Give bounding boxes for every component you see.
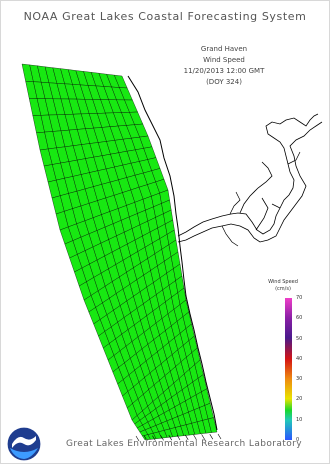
legend-color-bar	[285, 298, 292, 440]
legend-tick-label: 70	[296, 295, 303, 301]
shore-ticks	[135, 433, 222, 442]
shore-tick	[143, 435, 148, 441]
river-outline	[177, 113, 323, 243]
shore-tick	[193, 434, 197, 440]
shore-tick	[176, 434, 181, 441]
location-label: Grand Haven	[200, 45, 248, 53]
shore-tick	[184, 434, 189, 440]
shore-tick	[209, 434, 214, 440]
page-title: NOAA Great Lakes Coastal Forecasting Sys…	[23, 10, 307, 23]
legend-tick-label: 60	[296, 315, 303, 322]
model-grid	[21, 63, 218, 441]
legend-title: Wind Speed (cm/s)	[268, 279, 298, 292]
river-tributary	[221, 151, 301, 247]
noaa-logo-icon	[6, 426, 42, 462]
shore-tick	[217, 433, 222, 440]
forecast-info: Grand Haven Wind Speed 11/20/2013 12:00 …	[158, 44, 290, 88]
grid-cell	[207, 417, 218, 433]
shoreline	[127, 75, 218, 431]
day-of-year-label: (DOY 324)	[206, 78, 242, 86]
footer-credit: Great Lakes Environmental Research Labor…	[66, 439, 302, 449]
shore-tick	[160, 435, 164, 441]
shore-tick	[135, 435, 140, 442]
datetime-label: 11/20/2013 12:00 GMT	[183, 67, 265, 75]
legend-tick-label: 10	[296, 416, 303, 423]
legend-tick-label: 50	[296, 335, 303, 342]
legend-tick-label: 30	[296, 376, 303, 383]
shore-tick	[201, 434, 205, 440]
legend-tick-label: 20	[296, 396, 303, 403]
legend-tick-label: 40	[296, 355, 303, 362]
legend-tick-label: 0	[296, 437, 300, 443]
variable-label: Wind Speed	[203, 56, 245, 64]
shore-tick	[152, 435, 156, 441]
shore-tick	[168, 435, 173, 441]
